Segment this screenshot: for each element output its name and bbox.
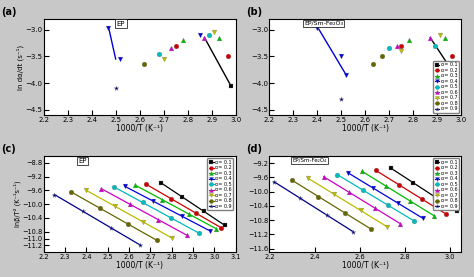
- Text: EP/Sm-Fe₂O₃: EP/Sm-Fe₂O₃: [304, 21, 343, 26]
- Text: (b): (b): [246, 7, 263, 17]
- X-axis label: 1000/T (K⁻¹): 1000/T (K⁻¹): [116, 124, 163, 133]
- Text: (d): (d): [246, 144, 263, 154]
- Y-axis label: lnβ/T² (K⁻¹s⁻¹): lnβ/T² (K⁻¹s⁻¹): [13, 181, 21, 227]
- X-axis label: 1000/T (K⁻¹): 1000/T (K⁻¹): [116, 261, 163, 270]
- Text: (c): (c): [1, 144, 16, 154]
- Text: EP: EP: [117, 21, 125, 27]
- Text: EP/Sm-Fe₂O₄: EP/Sm-Fe₂O₄: [292, 158, 327, 163]
- Legend: α= 0.1, α= 0.2, α= 0.3, α= 0.4, α= 0.5, α= 0.6, α= 0.7, α= 0.8, α= 0.9: α= 0.1, α= 0.2, α= 0.3, α= 0.4, α= 0.5, …: [208, 158, 233, 210]
- X-axis label: 1000/T (K⁻¹): 1000/T (K⁻¹): [342, 261, 389, 270]
- Text: EP: EP: [78, 158, 87, 164]
- Y-axis label: ln dα/dt (s⁻¹): ln dα/dt (s⁻¹): [16, 45, 24, 89]
- Legend: α= 0.1, α= 0.2, α= 0.3, α= 0.4, α= 0.5, α= 0.6, α= 0.7, α= 0.8, α= 0.9: α= 0.1, α= 0.2, α= 0.3, α= 0.4, α= 0.5, …: [433, 158, 459, 210]
- Text: (a): (a): [1, 7, 17, 17]
- X-axis label: 1000/T (K⁻¹): 1000/T (K⁻¹): [342, 124, 389, 133]
- Legend: α= 0.1, α= 0.2, α= 0.3, α= 0.4, α= 0.5, α= 0.6, α= 0.7, α= 0.8, α= 0.9: α= 0.1, α= 0.2, α= 0.3, α= 0.4, α= 0.5, …: [433, 61, 459, 113]
